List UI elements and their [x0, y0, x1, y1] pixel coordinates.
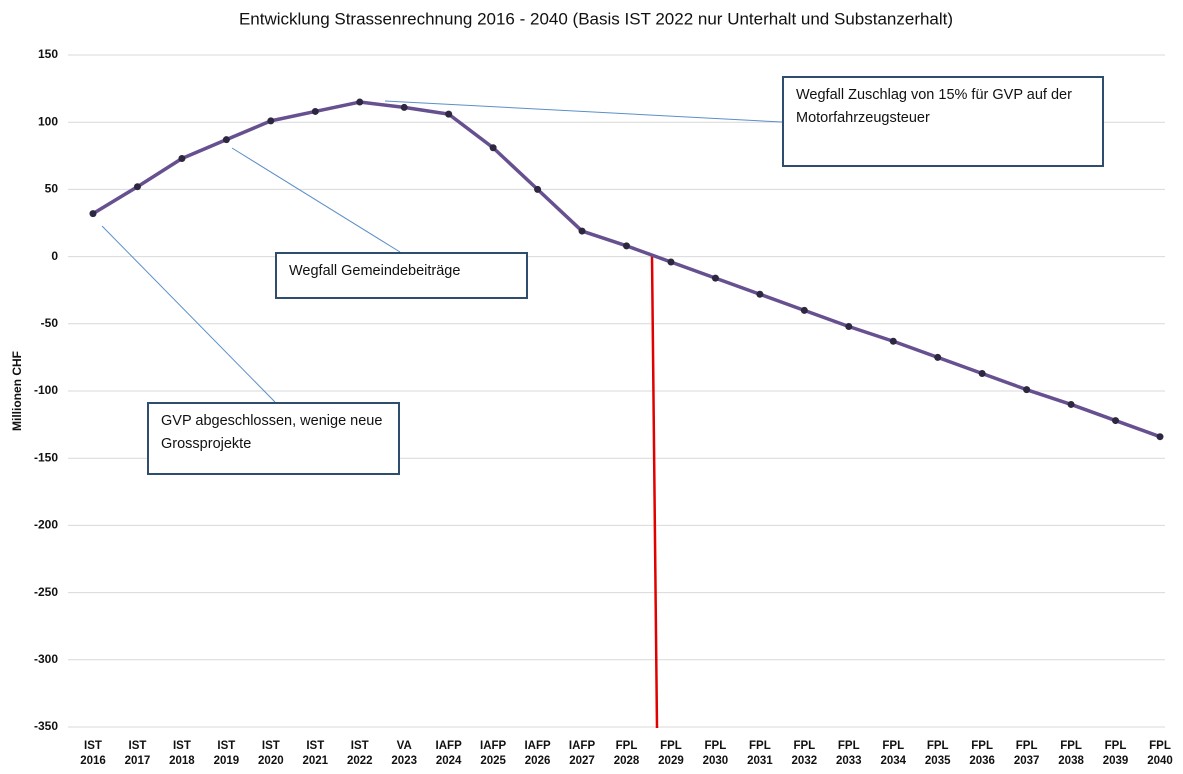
x-tick-label: IST 2018	[169, 740, 195, 767]
data-point	[489, 144, 497, 152]
data-point	[756, 290, 764, 298]
x-tick-label: IAFP 2025	[480, 740, 507, 767]
data-point	[934, 353, 942, 361]
data-point	[711, 274, 719, 282]
chart-title: Entwicklung Strassenrechnung 2016 - 2040…	[239, 9, 953, 28]
data-point	[1023, 386, 1031, 394]
annotation-leader	[231, 147, 401, 253]
data-point	[667, 258, 675, 266]
x-tick-label: IST 2017	[124, 740, 151, 767]
x-tick-label: FPL 2036	[969, 740, 995, 767]
data-point	[89, 210, 97, 218]
data-point	[1156, 433, 1164, 441]
y-tick-label: -150	[34, 450, 58, 464]
data-point	[534, 185, 542, 193]
y-tick-label: -300	[34, 652, 58, 666]
x-tick-label: IST 2020	[258, 740, 284, 767]
x-tick-label: IST 2021	[302, 740, 329, 767]
x-tick-label: FPL 2033	[835, 740, 862, 767]
data-point	[356, 98, 364, 106]
data-point	[1112, 417, 1120, 425]
x-tick-label: FPL 2029	[658, 740, 684, 767]
marker-line	[650, 255, 659, 729]
x-tick-label: IST 2022	[346, 740, 373, 767]
data-point	[889, 337, 897, 345]
x-tick-label: FPL 2039	[1102, 740, 1129, 767]
x-tick-label: FPL 2030	[702, 740, 729, 767]
data-point	[133, 183, 141, 191]
data-point	[445, 110, 453, 118]
data-point	[578, 227, 586, 235]
x-tick-label: IAFP 2024	[435, 740, 462, 767]
data-point	[178, 154, 186, 162]
data-point	[400, 103, 408, 111]
y-tick-label: 0	[51, 249, 58, 263]
x-tick-label: VA 2023	[391, 740, 417, 767]
annotation: GVP abgeschlossen, wenige neue Grossproj…	[147, 402, 400, 475]
data-point	[222, 136, 230, 144]
x-tick-label: FPL 2032	[791, 740, 818, 767]
x-tick-label: FPL 2034	[880, 740, 907, 767]
x-tick-label: IST 2016	[80, 740, 106, 767]
annotation: Wegfall Zuschlag von 15% für GVP auf der…	[782, 76, 1104, 167]
x-tick-label: IAFP 2026	[524, 740, 551, 767]
y-tick-label: 150	[38, 47, 58, 61]
data-point	[800, 306, 808, 314]
y-tick-label: -250	[34, 585, 58, 599]
data-point	[845, 322, 853, 330]
annotation-leader	[101, 225, 276, 403]
y-tick-label: 100	[38, 114, 58, 128]
y-tick-label: -350	[34, 719, 58, 733]
x-tick-label: FPL 2035	[924, 740, 951, 767]
y-tick-label: -200	[34, 518, 58, 532]
x-tick-label: IAFP 2027	[568, 740, 596, 767]
data-point	[1067, 400, 1075, 408]
x-tick-label: FPL 2040	[1147, 740, 1173, 767]
data-point	[311, 107, 319, 115]
x-tick-label: FPL 2038	[1058, 740, 1084, 767]
x-tick-label: FPL 2028	[613, 740, 640, 767]
x-tick-label: FPL 2031	[747, 740, 773, 767]
x-tick-label: IST 2019	[213, 740, 240, 767]
x-tick-label: FPL 2037	[1013, 740, 1040, 767]
annotation: Wegfall Gemeindebeiträge	[275, 252, 528, 299]
y-tick-label: -100	[34, 383, 58, 397]
data-point	[623, 242, 630, 250]
data-point	[267, 117, 275, 125]
y-tick-label: 50	[45, 182, 59, 196]
annotation-leader	[384, 100, 783, 123]
data-point	[978, 370, 986, 378]
y-axis-label: Millionen CHF	[10, 351, 24, 431]
y-tick-label: -50	[41, 316, 59, 330]
